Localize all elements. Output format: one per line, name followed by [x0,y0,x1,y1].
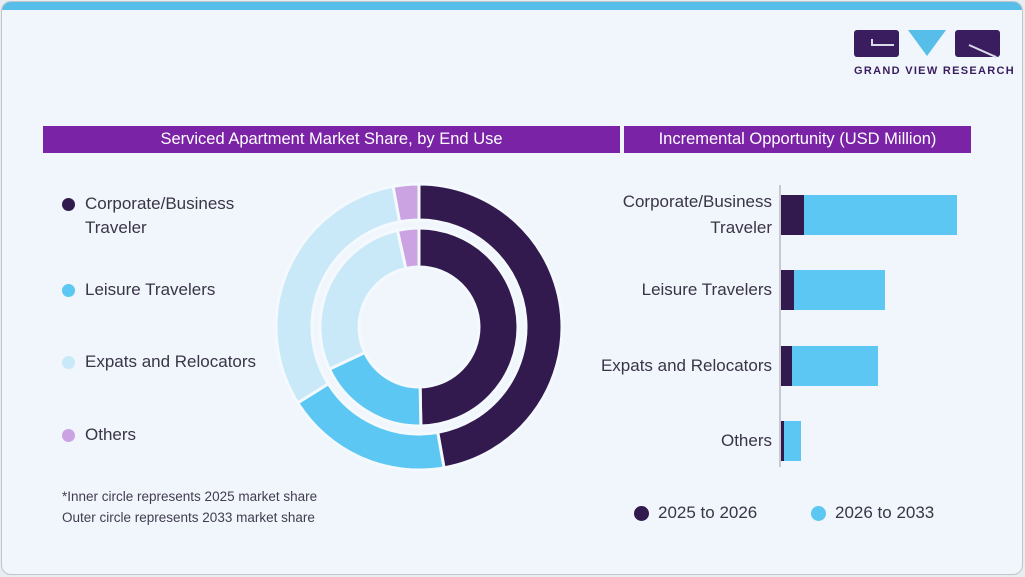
bar-label-corporate: Corporate/Business Traveler [622,192,772,237]
bar-label-others: Others [720,431,772,450]
bar-segment-2026-2033 [804,195,957,235]
bar-legend-item-2026-2033: 2026 to 2033 [811,503,934,523]
donut-outer-2033-segment-0 [417,182,564,470]
bar-segment-2025-2026 [781,346,792,386]
footnote-line-1: *Inner circle represents 2025 market sha… [62,489,318,504]
bar-others [781,421,801,461]
bar-leisure [781,270,885,310]
logo-v-icon [908,30,946,56]
bar-segment-2026-2033 [792,346,878,386]
legend-dot-others-icon [62,429,75,442]
bar-legend-dot-2025-2026-icon [634,505,649,521]
legend-dot-expats-icon [62,356,75,369]
legend-dot-corporate-icon [62,198,75,211]
brand-name: GRAND VIEW RESEARCH [854,65,1015,77]
bar-segment-2026-2033 [794,270,885,310]
donut-inner-2025-segment-0 [417,226,520,428]
left-chart-title: Serviced Apartment Market Share, by End … [43,126,620,153]
bar-segment-2025-2026 [781,270,794,310]
bar-legend-label: 2025 to 2026 [658,503,758,522]
bar-label-expats: Expats and Relocators [600,356,772,375]
top-accent-strip [2,2,1022,10]
bar-legend-label: 2026 to 2033 [835,503,935,522]
legend-label: Expats and Relocators [85,352,257,371]
bar-legend-item-2025-2026: 2025 to 2026 [634,503,757,523]
brand-logo: GRAND VIEW RESEARCH [854,30,1015,77]
legend-label: Others [85,425,137,444]
bar-segment-2025-2026 [781,421,784,461]
logo-gvr-icon [854,30,1000,58]
donut-footnote: *Inner circle represents 2025 market sha… [62,486,317,528]
bar-expats [781,346,878,386]
logo-g-icon [854,30,899,57]
bar-segment-2026-2033 [784,421,801,461]
bar-chart-axis [779,185,781,467]
donut-inner-2025-segment-3 [395,226,421,271]
bar-label-leisure: Leisure Travelers [641,280,772,299]
bar-corporate [781,195,957,235]
right-chart-title: Incremental Opportunity (USD Million) [624,126,971,153]
legend-dot-leisure-icon [62,284,75,297]
donut-outer-2033-segment-3 [391,182,421,224]
legend-item-expats: Expats and Relocators [62,350,277,374]
legend-label: Corporate/Business Traveler [85,194,235,237]
logo-r-icon [955,30,1000,58]
market-share-donut-chart [274,182,564,472]
legend-item-leisure: Leisure Travelers [62,278,277,302]
donut-inner-2025-segment-2 [318,228,408,372]
legend-label: Leisure Travelers [85,280,216,299]
legend-item-others: Others [62,423,277,447]
bar-legend-dot-2026-2033-icon [811,505,826,521]
bar-segment-2025-2026 [781,195,804,235]
footnote-line-2: Outer circle represents 2033 market shar… [62,510,315,525]
legend-item-corporate: Corporate/Business Traveler [62,192,277,240]
